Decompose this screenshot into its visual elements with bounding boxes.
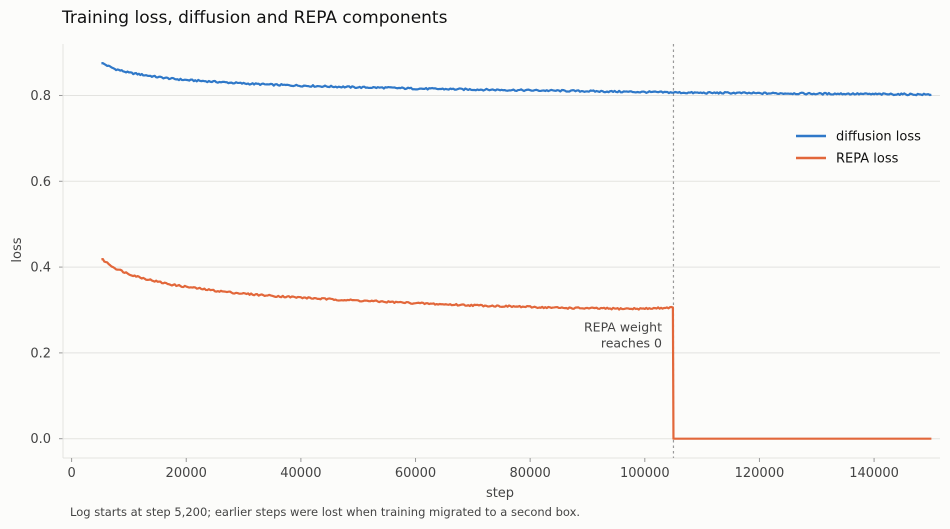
x-tick-label: 60000: [395, 466, 436, 481]
chart-title: Training loss, diffusion and REPA compon…: [61, 8, 448, 28]
y-tick-label: 0.6: [30, 175, 51, 190]
series-lines: [101, 62, 932, 440]
grid: [63, 94, 940, 440]
x-axis-label: step: [486, 486, 514, 501]
diffusion-loss-line: [101, 62, 932, 97]
x-tick-label: 40000: [280, 466, 321, 481]
repa-loss-line: [101, 258, 932, 440]
x-tick-label: 120000: [735, 466, 785, 481]
footnote: Log starts at step 5,200; earlier steps …: [70, 505, 580, 519]
x-tick-label: 140000: [849, 466, 899, 481]
repa-annotation: REPA weight reaches 0: [584, 319, 662, 350]
legend-label: REPA loss: [836, 152, 899, 167]
x-tick-label: 0: [67, 466, 75, 481]
annotations: REPA weight reaches 0: [584, 44, 675, 458]
repa-annotation-line: reaches 0: [601, 335, 662, 350]
y-tick-label: 0.4: [30, 261, 51, 276]
legend-label: diffusion loss: [836, 130, 921, 145]
axes: [59, 44, 940, 462]
y-axis-label: loss: [10, 237, 25, 262]
y-tick-label: 0.2: [30, 346, 51, 361]
x-tick-label: 20000: [166, 466, 207, 481]
y-tick-label: 0.8: [30, 89, 51, 104]
tick-labels: 0.0 0.2 0.4 0.6 0.8 0 20000 40000 60000 80000 1000…: [30, 89, 899, 481]
x-tick-label: 100000: [620, 466, 670, 481]
y-tick-label: 0.0: [30, 432, 51, 447]
legend: diffusion loss REPA loss: [796, 130, 921, 167]
repa-annotation-line: REPA weight: [584, 319, 662, 334]
x-tick-label: 80000: [509, 466, 550, 481]
